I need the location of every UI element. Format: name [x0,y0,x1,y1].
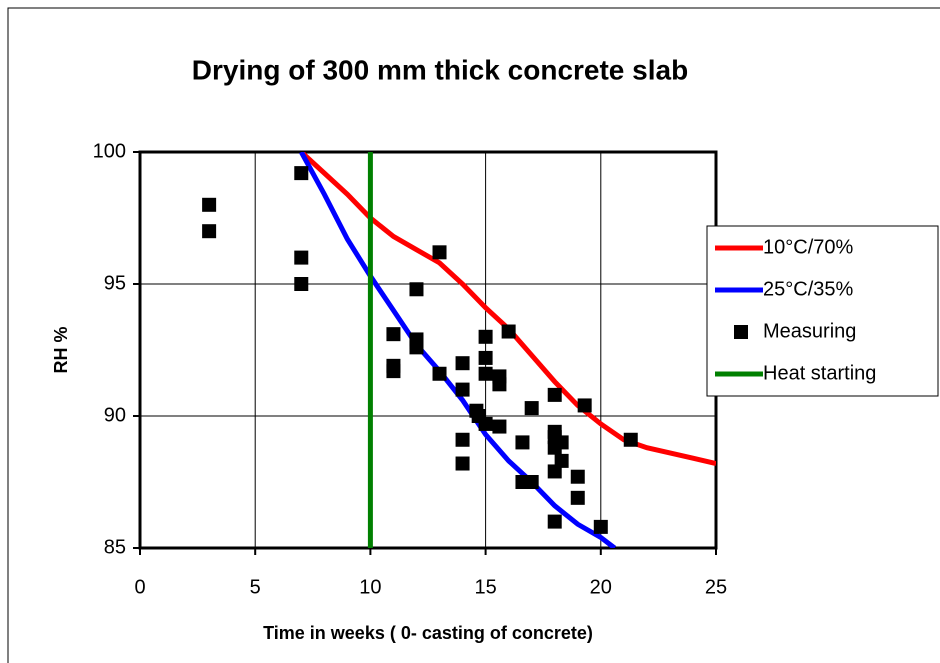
marker [478,416,493,431]
marker [432,366,447,381]
legend-label: Heat starting [763,362,876,384]
y-tick-label: 90 [104,404,126,426]
marker [386,364,401,379]
marker [554,453,569,468]
marker [547,387,562,402]
x-axis-label: Time in weeks ( 0- casting of concrete) [263,623,593,643]
legend-box [706,225,939,397]
marker [547,514,562,529]
x-tick-label: 15 [474,576,496,598]
marker [593,519,608,534]
x-tick-label: 25 [705,576,727,598]
marker [577,398,592,413]
marker [455,356,470,371]
marker [492,377,507,392]
legend-label: Measuring [763,320,856,342]
marker [409,340,424,355]
marker [294,277,309,291]
marker [294,166,309,181]
x-tick-label: 20 [590,576,612,598]
y-axis-label: RH % [51,326,71,373]
marker [570,469,585,484]
x-tick-label: 0 [134,576,145,598]
legend-label: 25°C/35% [763,278,853,300]
marker [547,464,562,479]
marker [455,456,470,471]
y-tick-label: 85 [104,536,126,558]
marker [501,324,516,339]
marker [524,475,539,489]
marker [409,282,424,297]
marker [524,401,539,416]
marker [554,435,569,450]
line-series [299,152,617,548]
marker [478,350,493,365]
marker [570,490,585,505]
marker [515,435,530,450]
marker [478,329,493,344]
y-tick-label: 95 [104,272,126,294]
marker [455,432,470,447]
x-tick-label: 5 [250,576,261,598]
marker [386,327,401,342]
chart-title: Drying of 300 mm thick concrete slab [192,54,688,85]
legend-label: 10°C/70% [763,236,853,258]
marker [294,250,309,265]
marker [202,197,217,212]
x-tick-label: 10 [359,576,381,598]
marker [455,382,470,397]
y-tick-label: 100 [93,140,126,162]
legend-marker [734,325,748,339]
marker [623,432,638,447]
marker [492,419,507,434]
marker [432,245,447,260]
marker [202,224,217,239]
marker [478,366,493,381]
